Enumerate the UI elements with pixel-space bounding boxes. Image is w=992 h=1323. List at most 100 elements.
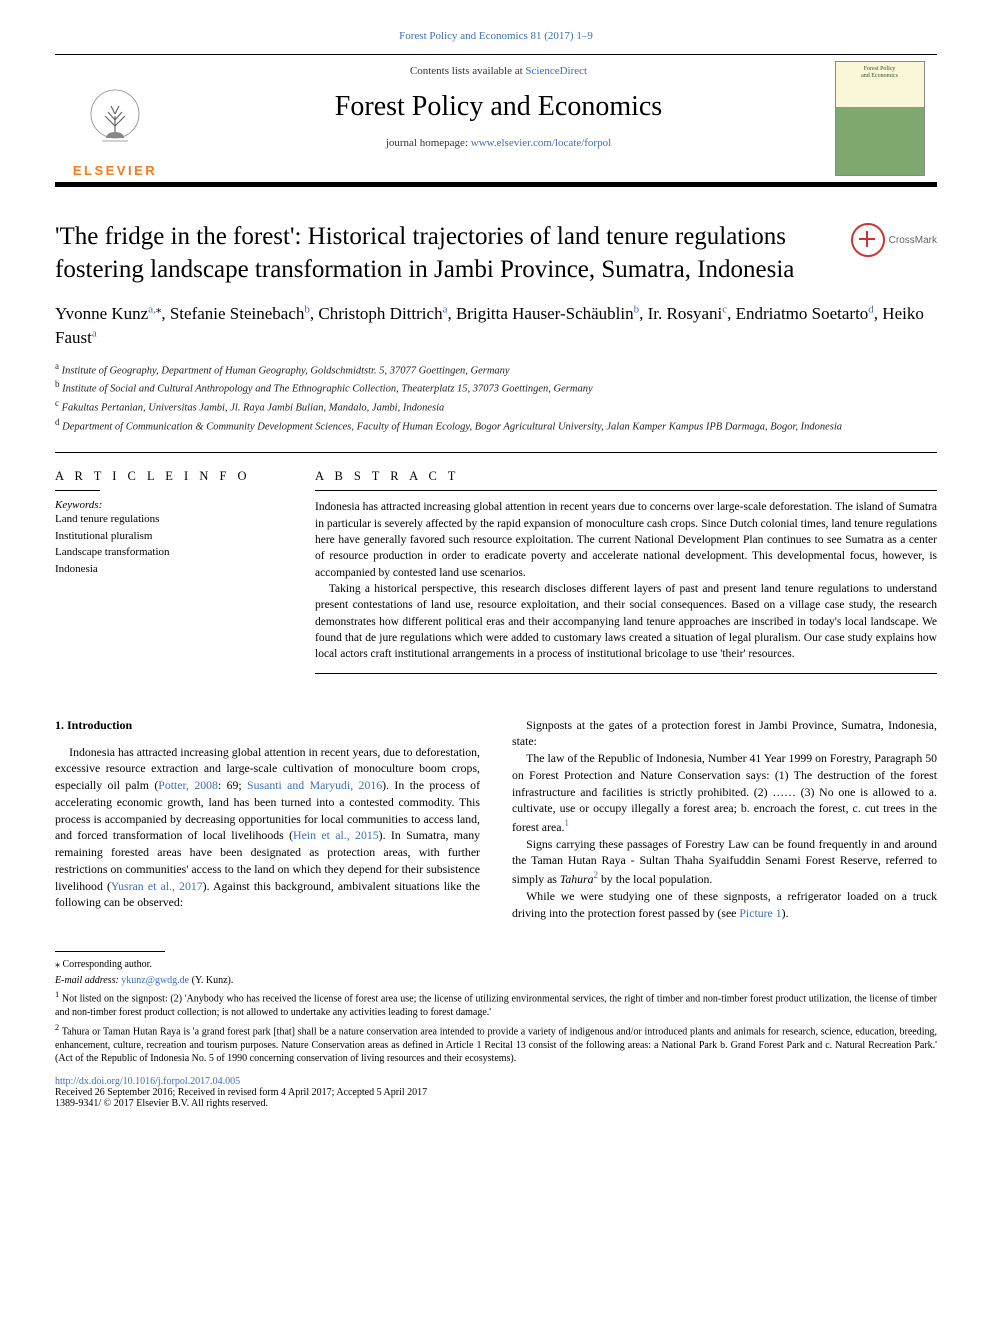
affiliation-text: Department of Communication & Community …: [62, 421, 842, 432]
footnotes-block: ⁎ Corresponding author. E-mail address: …: [55, 958, 937, 1065]
keyword: Indonesia: [55, 561, 275, 578]
issue-reference-link[interactable]: Forest Policy and Economics 81 (2017) 1–…: [399, 30, 593, 42]
author: Stefanie Steinebach: [170, 304, 305, 323]
abstract-column: A B S T R A C T Indonesia has attracted …: [315, 469, 937, 681]
keywords-label: Keywords:: [55, 499, 275, 511]
footnote-text: Corresponding author.: [63, 959, 152, 970]
author: Yvonne Kunz: [55, 304, 148, 323]
keyword: Institutional pluralism: [55, 528, 275, 545]
text: The law of the Republic of Indonesia, Nu…: [512, 751, 937, 834]
body-paragraph: Signposts at the gates of a protection f…: [512, 717, 937, 751]
sciencedirect-link[interactable]: ScienceDirect: [525, 65, 587, 77]
email-link[interactable]: ykunz@gwdg.de: [121, 975, 189, 986]
author-corr-sup[interactable]: ⁎: [156, 303, 162, 315]
author-aff-sup[interactable]: a: [443, 303, 448, 315]
elsevier-tree-icon: [80, 86, 150, 161]
abstract-head: A B S T R A C T: [315, 469, 937, 484]
article-title: 'The fridge in the forest': Historical t…: [55, 221, 842, 286]
author-aff-sup[interactable]: d: [868, 303, 874, 315]
crossmark-badge[interactable]: CrossMark: [851, 223, 937, 257]
cover-title: Forest Policy and Economics: [836, 66, 924, 79]
issue-reference-line: Forest Policy and Economics 81 (2017) 1–…: [55, 30, 937, 42]
body-columns: 1. Introduction Indonesia has attracted …: [55, 717, 937, 922]
author: Ir. Rosyani: [648, 304, 723, 323]
figure-ref-link[interactable]: Picture 1: [739, 906, 781, 920]
body-paragraph: Signs carrying these passages of Forestr…: [512, 836, 937, 888]
title-row: 'The fridge in the forest': Historical t…: [55, 221, 937, 286]
abstract-p2: Taking a historical perspective, this re…: [315, 581, 937, 663]
footnote-2: 2 Tahura or Taman Hutan Raya is 'a grand…: [55, 1022, 937, 1066]
body-paragraph: While we were studying one of these sign…: [512, 888, 937, 922]
footnote-mark: 1: [55, 990, 59, 999]
page-root: Forest Policy and Economics 81 (2017) 1–…: [0, 0, 992, 1323]
doi-link[interactable]: http://dx.doi.org/10.1016/j.forpol.2017.…: [55, 1076, 240, 1087]
masthead-center: Contents lists available at ScienceDirec…: [175, 55, 822, 182]
footnote-1: 1 Not listed on the signpost: (2) 'Anybo…: [55, 989, 937, 1019]
author-aff-sup[interactable]: a,: [148, 303, 156, 315]
author: Brigitta Hauser-Schäublin: [456, 304, 634, 323]
author-aff-sup[interactable]: b: [634, 303, 640, 315]
body-col-left: 1. Introduction Indonesia has attracted …: [55, 717, 480, 922]
italic-term: Tahura: [560, 872, 594, 886]
email-tail: (Y. Kunz).: [189, 975, 233, 986]
info-abstract-row: A R T I C L E I N F O Keywords: Land ten…: [55, 469, 937, 681]
affiliation-text: Institute of Geography, Department of Hu…: [62, 365, 510, 376]
footnote-text: Not listed on the signpost: (2) 'Anybody…: [55, 994, 937, 1019]
footnote-ref[interactable]: 1: [564, 818, 569, 828]
journal-title: Forest Policy and Economics: [175, 91, 822, 123]
author: Endriatmo Soetarto: [736, 304, 869, 323]
footnote-rule: [55, 951, 165, 952]
keywords-list: Land tenure regulations Institutional pl…: [55, 511, 275, 577]
text: : 69;: [218, 778, 247, 792]
affiliation: b Institute of Social and Cultural Anthr…: [55, 378, 937, 397]
affiliation: d Department of Communication & Communit…: [55, 416, 937, 435]
author: Christoph Dittrich: [318, 304, 442, 323]
copyright-line: 1389-9341/ © 2017 Elsevier B.V. All righ…: [55, 1098, 937, 1109]
journal-homepage-link[interactable]: www.elsevier.com/locate/forpol: [471, 137, 611, 149]
footnote-mark: 2: [55, 1023, 59, 1032]
affiliation: a Institute of Geography, Department of …: [55, 360, 937, 379]
affiliation-text: Institute of Social and Cultural Anthrop…: [62, 384, 593, 395]
cover-line1: Forest Policy: [864, 66, 896, 72]
citation-link[interactable]: Yusran et al., 2017: [111, 879, 203, 893]
contents-prefix: Contents lists available at: [410, 65, 525, 77]
contents-available-line: Contents lists available at ScienceDirec…: [175, 65, 822, 77]
email-label: E-mail address:: [55, 975, 121, 986]
journal-cover-thumb-wrap: Forest Policy and Economics: [822, 55, 937, 182]
body-paragraph: The law of the Republic of Indonesia, Nu…: [512, 750, 937, 836]
text: While we were studying one of these sign…: [512, 889, 937, 920]
citation-link[interactable]: Susanti and Maryudi, 2016: [247, 778, 382, 792]
article-info-column: A R T I C L E I N F O Keywords: Land ten…: [55, 469, 275, 681]
doi-line: http://dx.doi.org/10.1016/j.forpol.2017.…: [55, 1076, 937, 1087]
abstract-p1: Indonesia has attracted increasing globa…: [315, 499, 937, 581]
affiliation-text: Fakultas Pertanian, Universitas Jambi, J…: [62, 402, 445, 413]
divider: [55, 452, 937, 453]
footnote-mark: ⁎: [55, 959, 60, 970]
author-aff-sup[interactable]: c: [722, 303, 727, 315]
short-rule: [55, 490, 100, 491]
text: ).: [782, 906, 789, 920]
footnote-text: Tahura or Taman Hutan Raya is 'a grand f…: [55, 1026, 937, 1064]
footnote-corr: ⁎ Corresponding author.: [55, 958, 937, 972]
crossmark-label: CrossMark: [889, 235, 937, 246]
affiliation: c Fakultas Pertanian, Universitas Jambi,…: [55, 397, 937, 416]
cover-line2: and Economics: [861, 73, 898, 79]
received-line: Received 26 September 2016; Received in …: [55, 1087, 937, 1098]
citation-link[interactable]: Potter, 2008: [158, 778, 218, 792]
keyword: Landscape transformation: [55, 544, 275, 561]
author-aff-sup[interactable]: b: [304, 303, 310, 315]
journal-cover-thumb[interactable]: Forest Policy and Economics: [835, 61, 925, 176]
homepage-prefix: journal homepage:: [386, 137, 471, 149]
crossmark-icon: [851, 223, 885, 257]
short-rule: [315, 673, 937, 674]
author-list: Yvonne Kunza,⁎, Stefanie Steinebachb, Ch…: [55, 302, 937, 350]
body-paragraph: Indonesia has attracted increasing globa…: [55, 744, 480, 912]
abstract-text: Indonesia has attracted increasing globa…: [315, 499, 937, 662]
citation-link[interactable]: Hein et al., 2015: [293, 828, 379, 842]
article-info-head: A R T I C L E I N F O: [55, 469, 275, 484]
publisher-wordmark: ELSEVIER: [73, 163, 157, 178]
crossmark-wrap: CrossMark: [842, 221, 937, 286]
masthead: ELSEVIER Contents lists available at Sci…: [55, 54, 937, 187]
author-aff-sup[interactable]: a: [92, 327, 97, 339]
intro-heading: 1. Introduction: [55, 717, 480, 734]
